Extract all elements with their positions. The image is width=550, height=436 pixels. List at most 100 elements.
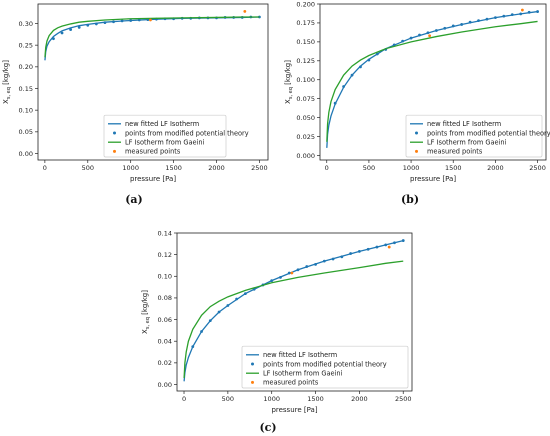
data-point	[86, 23, 90, 27]
data-point	[137, 18, 141, 22]
data-point	[287, 271, 291, 275]
legend-marker-swatch	[415, 149, 418, 153]
x-tick-label: 500	[82, 164, 94, 172]
x-tick-label: 1000	[122, 164, 139, 172]
data-point	[290, 271, 294, 275]
data-point	[322, 259, 326, 263]
x-tick-label: 1000	[263, 395, 280, 403]
y-tick-label: 0.150	[296, 38, 315, 46]
x-tick-label: 500	[363, 164, 375, 172]
legend-entry-label: points from modified potential theory	[263, 360, 387, 368]
data-point	[235, 297, 239, 301]
legend-entry-label: new fitted LF Isotherm	[263, 351, 337, 359]
data-point	[350, 73, 354, 77]
y-tick-label: 0.02	[158, 359, 172, 367]
legend-box	[405, 114, 543, 158]
x-axis-label: pressure [Pa]	[271, 406, 317, 414]
x-tick-label: 0	[43, 164, 47, 172]
data-point	[527, 10, 531, 14]
x-tick-label: 1500	[307, 395, 324, 403]
data-point	[270, 279, 274, 283]
y-tick-label: 0.025	[296, 133, 315, 141]
y-tick-label: 0.000	[296, 152, 315, 160]
x-tick-label: 1500	[165, 164, 182, 172]
data-point	[279, 275, 282, 279]
y-tick-label: 0.075	[296, 95, 315, 103]
y-tick-label: 0.200	[296, 0, 315, 8]
series-line-0	[44, 16, 260, 61]
data-point	[94, 22, 98, 26]
x-tick-label: 2000	[487, 164, 504, 172]
legend-entry-label: measured points	[125, 148, 181, 156]
y-tick-label: 0.10	[19, 106, 33, 114]
legend-box	[103, 114, 227, 158]
data-point	[367, 58, 371, 62]
legend-entry-label: measured points	[427, 148, 483, 156]
data-point	[60, 31, 64, 35]
data-point	[191, 345, 195, 349]
data-point	[208, 319, 212, 323]
data-point	[485, 17, 489, 21]
y-tick-label: 0.00	[19, 150, 33, 158]
data-point	[502, 14, 506, 18]
y-tick-label: 0.175	[296, 19, 315, 27]
data-point	[375, 52, 379, 56]
series-line-2	[44, 16, 260, 58]
plot-frame	[319, 3, 547, 161]
y-axis-label: Xs, eq [kg/kg]	[284, 60, 294, 104]
legend-entry-label: LF Isotherm from Gaeini	[427, 139, 507, 147]
plot-frame	[176, 232, 413, 392]
plot-frame	[37, 3, 269, 161]
data-point	[129, 19, 133, 22]
data-point	[510, 13, 514, 17]
data-point	[349, 252, 353, 255]
data-point	[451, 24, 455, 28]
x-tick-label: 2500	[395, 395, 412, 403]
caption-b: (b)	[400, 193, 420, 206]
data-point	[200, 330, 203, 333]
legend-entry-label: new fitted LF Isotherm	[125, 120, 199, 128]
y-tick-label: 0.06	[158, 316, 172, 324]
y-tick-label: 0.050	[296, 114, 315, 122]
data-point	[387, 245, 391, 249]
data-point	[375, 245, 379, 249]
series-line-2	[326, 20, 538, 142]
y-tick-label: 0.04	[158, 338, 172, 346]
legend-marker-swatch	[113, 131, 116, 135]
data-point	[536, 10, 539, 13]
y-axis-label: Xs, eq [kg/kg]	[2, 60, 12, 104]
data-point	[243, 292, 247, 296]
legend-marker-swatch	[113, 149, 116, 153]
data-point	[434, 29, 438, 32]
y-tick-label: 0.10	[158, 273, 172, 281]
data-point	[520, 8, 524, 12]
data-point	[443, 26, 447, 30]
data-point	[226, 304, 230, 307]
y-tick-label: 0.00	[158, 381, 172, 389]
data-point	[401, 39, 405, 43]
legend-entry-label: points from modified potential theory	[125, 129, 249, 137]
x-tick-label: 2500	[529, 164, 546, 172]
data-point	[149, 18, 152, 22]
data-point	[120, 19, 124, 23]
data-point	[393, 241, 396, 245]
x-axis-label: pressure [Pa]	[130, 175, 176, 183]
data-point	[384, 243, 388, 247]
data-point	[333, 101, 337, 105]
data-point	[314, 262, 317, 266]
data-point	[340, 255, 344, 259]
data-point	[69, 28, 73, 31]
caption-a: (a)	[125, 193, 143, 206]
y-tick-label: 0.20	[19, 63, 33, 71]
y-tick-label: 0.12	[158, 251, 172, 259]
legend-box	[241, 345, 409, 389]
data-point	[103, 21, 107, 25]
caption-c: (c)	[259, 421, 277, 434]
x-tick-label: 1000	[403, 164, 420, 172]
y-tick-label: 0.100	[296, 76, 315, 84]
data-point	[217, 310, 221, 314]
data-point	[359, 65, 362, 69]
chart-panel-2: 0 500 1000 1500 2000 2500 0.00 0.02 0.04 0.06 0.08…	[141, 229, 413, 414]
y-tick-label: 0.25	[19, 41, 33, 49]
chart-panel-0: 0 500 1000 1500 2000 2500 0.00 0.05 0.10 0.15 0.20…	[2, 3, 269, 183]
